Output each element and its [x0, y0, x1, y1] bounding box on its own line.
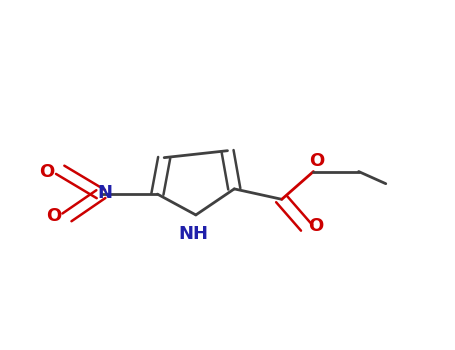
Text: O: O: [308, 217, 324, 235]
Text: NH: NH: [178, 225, 208, 243]
Text: O: O: [309, 152, 325, 170]
Text: O: O: [46, 206, 61, 225]
Text: O: O: [39, 162, 54, 181]
Text: N: N: [97, 184, 112, 202]
